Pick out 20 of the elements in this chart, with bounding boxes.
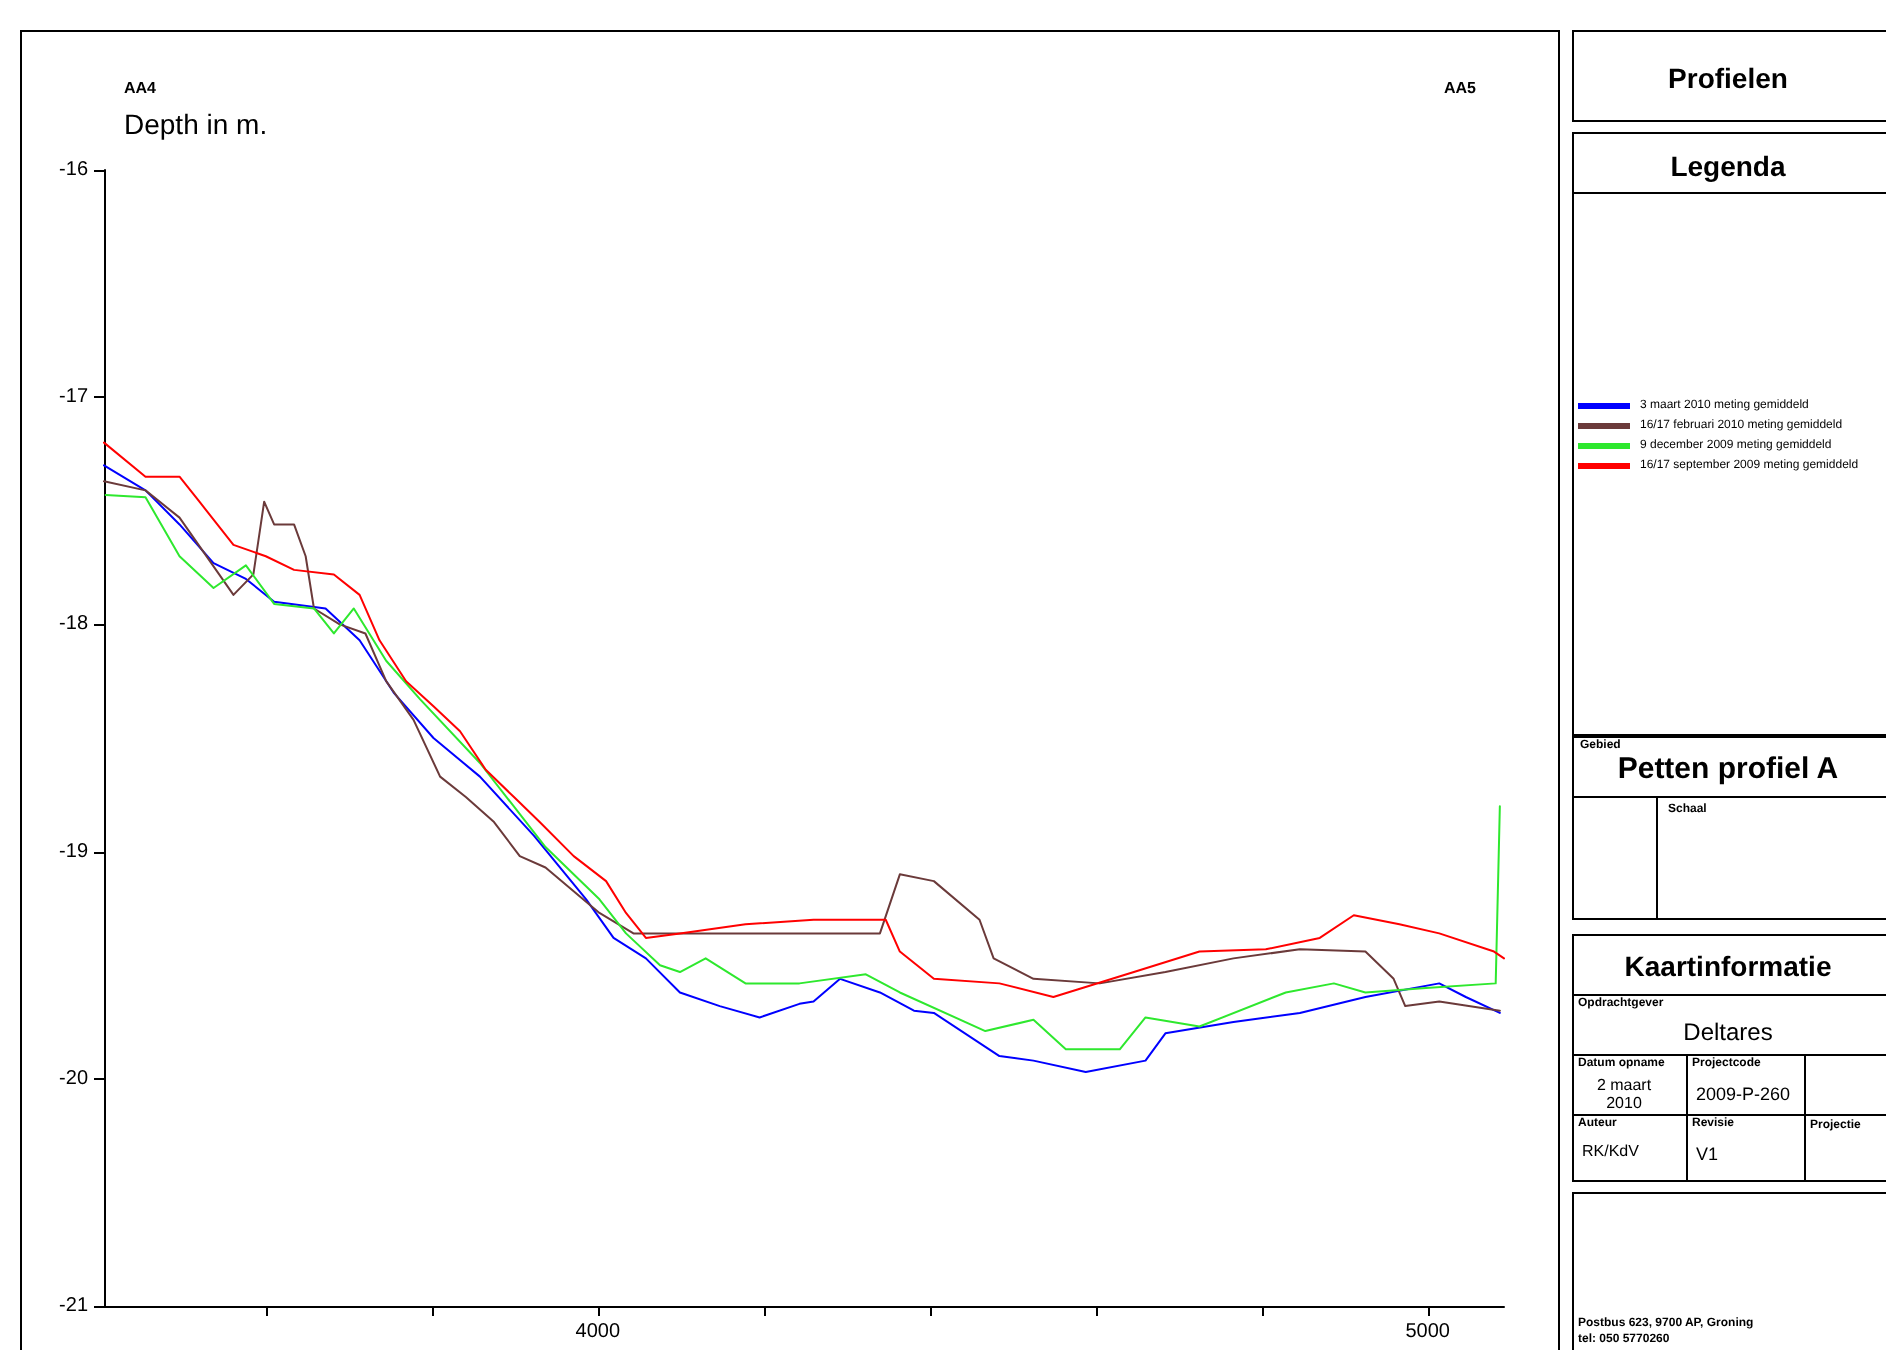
y-tick-label: -17 — [59, 386, 89, 409]
y-axis-title: Depth in m. — [124, 108, 268, 140]
text: Deltares — [1681, 1018, 1775, 1046]
y-tick-label: -20 — [59, 1067, 89, 1090]
legend-title: Legenda — [1668, 150, 1788, 182]
text: RK/KdV — [1582, 1142, 1639, 1160]
y-tick-label: -19 — [59, 840, 89, 863]
text: Petten profiel A — [1615, 752, 1841, 786]
text: Kaartinformatie — [1622, 950, 1834, 982]
text: 2009-P-260 — [1696, 1084, 1791, 1104]
y-tick-label: -16 — [59, 159, 89, 181]
x-tick-label: 5000 — [1405, 1321, 1451, 1343]
y-tick-label: -21 — [59, 1295, 89, 1317]
y-tick-label: -18 — [59, 613, 89, 636]
text: 2 maart 2010 — [1594, 1076, 1654, 1112]
text: AA4 — [124, 79, 158, 97]
text: V1 — [1696, 1144, 1719, 1164]
x-tick-label: 4000 — [575, 1321, 621, 1343]
text: AA5 — [1444, 79, 1478, 97]
text: Profielen — [1666, 62, 1790, 94]
